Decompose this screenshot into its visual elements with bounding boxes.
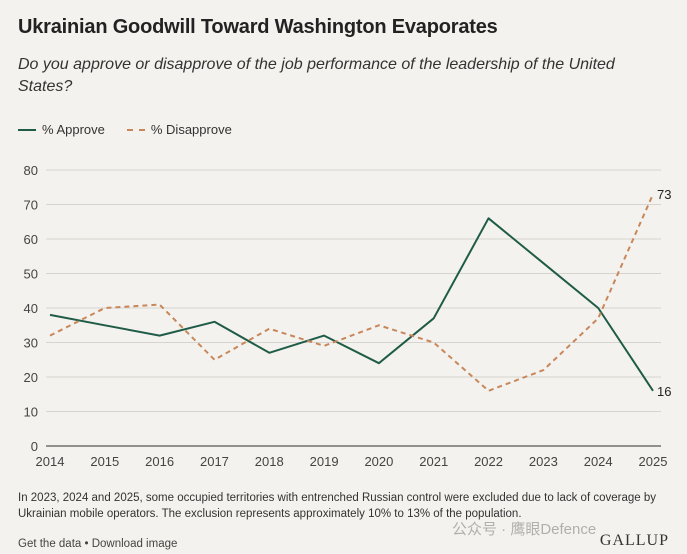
- y-tick-label: 70: [24, 198, 38, 213]
- legend-approve: % Approve: [18, 122, 105, 137]
- gallup-logo: GALLUP: [599, 532, 669, 549]
- chart-links: Get the data • Download image: [18, 538, 177, 550]
- x-tick-label: 2017: [200, 454, 229, 469]
- x-tick-label: 2015: [90, 454, 119, 469]
- legend-approve-swatch: [18, 128, 36, 131]
- legend-disapprove-label: % Disapprove: [150, 122, 232, 137]
- x-tick-label: 2018: [255, 454, 284, 469]
- x-tick-label: 2024: [584, 454, 613, 469]
- x-tick-label: 2021: [419, 454, 448, 469]
- disapprove-series-line: [49, 193, 654, 392]
- legend-disapprove-swatch: [126, 128, 145, 131]
- y-tick-label: 40: [24, 301, 38, 316]
- disapprove-end-label: 73: [657, 187, 671, 202]
- approve-series-line: [49, 217, 654, 392]
- y-tick-label: 20: [24, 370, 38, 385]
- y-tick-label: 0: [31, 439, 38, 454]
- chart-title: Ukrainian Goodwill Toward Washington Eva…: [18, 16, 498, 38]
- download-image-link[interactable]: Download image: [91, 538, 178, 550]
- link-separator: •: [81, 538, 92, 550]
- line-chart: 0 10 20 30 40 50 60 70 80 2014 2015 2016 2017 2018 201…: [24, 163, 672, 469]
- legend-disapprove: % Disapprove: [126, 122, 232, 137]
- legend-approve-label: % Approve: [42, 122, 105, 137]
- x-tick-label: 2022: [474, 454, 503, 469]
- footnote: In 2023, 2024 and 2025, some occupied te…: [18, 492, 656, 520]
- x-tick-label: 2020: [364, 454, 393, 469]
- chart-subtitle: Do you approve or disapprove of the job …: [18, 56, 615, 95]
- watermark: 公众号 · 鹰眼Defence: [452, 521, 597, 538]
- y-tick-label: 30: [24, 336, 38, 351]
- x-tick-label: 2016: [145, 454, 174, 469]
- x-tick-label: 2025: [639, 454, 668, 469]
- x-tick-label: 2019: [310, 454, 339, 469]
- x-tick-label: 2014: [36, 454, 65, 469]
- get-data-link[interactable]: Get the data: [18, 538, 82, 550]
- x-tick-label: 2023: [529, 454, 558, 469]
- y-tick-label: 50: [24, 267, 38, 282]
- y-tick-label: 80: [24, 163, 38, 178]
- legend: % Approve % Disapprove: [18, 122, 254, 137]
- y-tick-label: 10: [24, 405, 38, 420]
- approve-end-label: 16: [657, 384, 671, 399]
- y-tick-label: 60: [24, 232, 38, 247]
